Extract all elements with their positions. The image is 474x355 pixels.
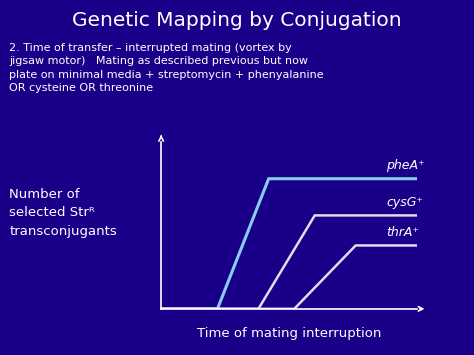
Text: pheA⁺: pheA⁺: [386, 159, 425, 172]
Text: Number of
selected Strᴿ
transconjugants: Number of selected Strᴿ transconjugants: [9, 187, 117, 239]
Text: Time of mating interruption: Time of mating interruption: [197, 327, 381, 340]
Text: 2. Time of transfer – interrupted mating (vortex by
jigsaw motor)   Mating as de: 2. Time of transfer – interrupted mating…: [9, 43, 324, 93]
Text: cysG⁺: cysG⁺: [386, 196, 423, 209]
Text: thrA⁺: thrA⁺: [386, 226, 419, 239]
Text: Genetic Mapping by Conjugation: Genetic Mapping by Conjugation: [72, 11, 402, 30]
